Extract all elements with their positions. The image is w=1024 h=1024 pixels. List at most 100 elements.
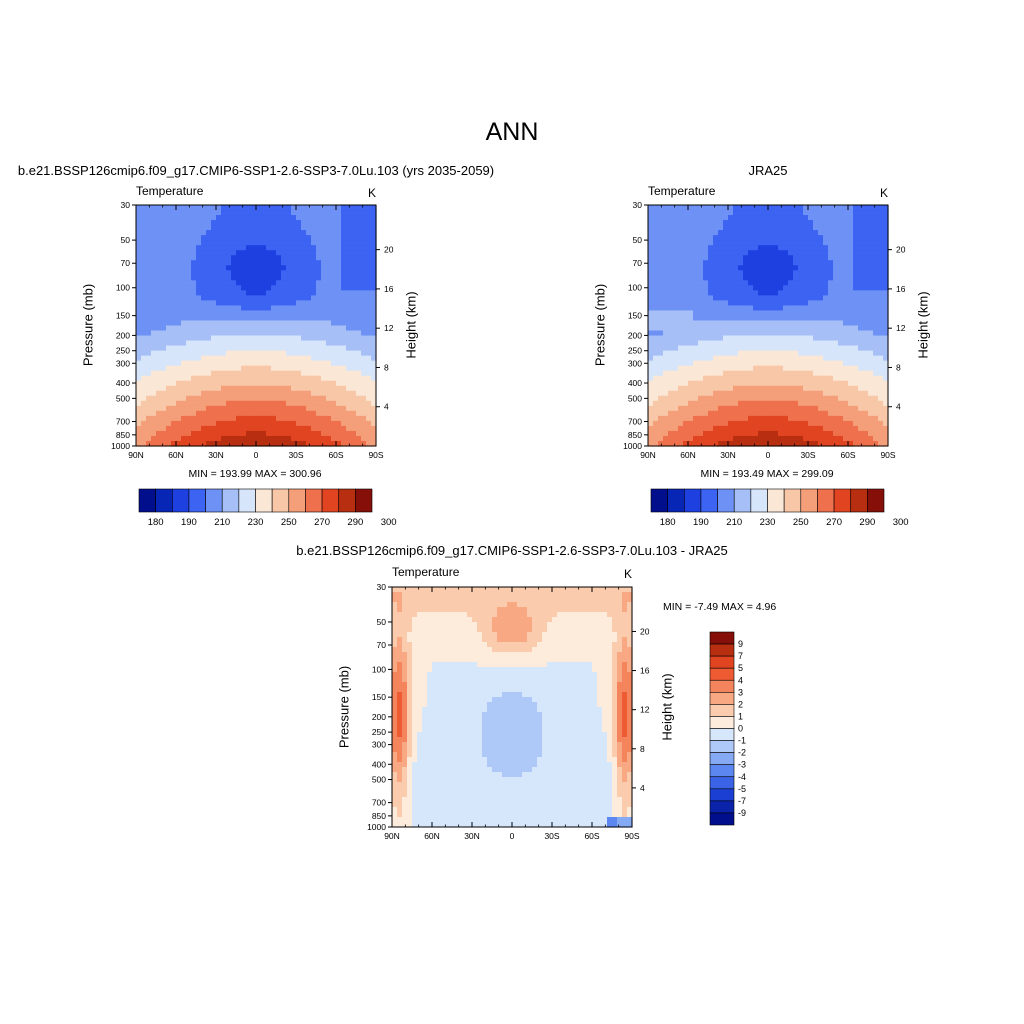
contour-cell <box>266 275 272 281</box>
contour-cell <box>833 365 839 372</box>
contour-cell <box>136 290 142 296</box>
contour-cell <box>683 320 689 327</box>
contour-cell <box>873 340 879 347</box>
contour-cell <box>176 290 182 296</box>
contour-cell <box>512 622 518 628</box>
contour-cell <box>356 430 362 437</box>
contour-cell <box>808 260 814 266</box>
contour-cell <box>848 295 854 301</box>
contour-cell <box>823 390 829 397</box>
contour-cell <box>808 210 814 216</box>
contour-cell <box>256 405 262 412</box>
contour-cell <box>336 340 342 347</box>
contour-cell <box>597 612 603 618</box>
contour-cell <box>813 285 819 291</box>
contour-cell <box>306 430 312 437</box>
contour-cell <box>853 375 859 382</box>
contour-cell <box>281 220 287 226</box>
contour-cell <box>321 240 327 246</box>
contour-cell <box>743 385 749 392</box>
contour-cell <box>311 255 317 261</box>
contour-cell <box>883 310 889 317</box>
contour-cell <box>768 230 774 236</box>
contour-cell <box>748 415 754 422</box>
contour-cell <box>758 310 764 317</box>
contour-cell <box>361 220 367 226</box>
contour-cell <box>873 275 879 281</box>
contour-cell <box>361 250 367 256</box>
contour-cell <box>256 355 262 362</box>
contour-cell <box>828 435 834 442</box>
contour-cell <box>668 360 674 367</box>
contour-cell <box>311 415 317 422</box>
contour-cell <box>246 365 252 372</box>
contour-cell <box>407 597 413 603</box>
contour-cell <box>341 350 347 357</box>
contour-cell <box>326 310 332 317</box>
contour-cell <box>843 420 849 427</box>
contour-cell <box>818 375 824 382</box>
contour-cell <box>151 285 157 291</box>
contour-cell <box>562 622 568 628</box>
contour-cell <box>708 415 714 422</box>
contour-cell <box>241 260 247 266</box>
contour-cell <box>753 435 759 442</box>
contour-cell <box>763 265 769 271</box>
contour-cell <box>683 390 689 397</box>
contour-cell <box>838 320 844 327</box>
contour-cell <box>698 435 704 442</box>
contour-cell <box>723 400 729 407</box>
contour-cell <box>663 340 669 347</box>
contour-cell <box>828 300 834 307</box>
contour-cell <box>151 405 157 412</box>
contour-cell <box>693 400 699 407</box>
contour-cell <box>326 410 332 417</box>
contour-cell <box>582 622 588 628</box>
contour-cell <box>763 315 769 322</box>
contour-cell <box>868 345 874 352</box>
contour-cell <box>567 612 573 618</box>
contour-cell <box>326 235 332 241</box>
contour-cell <box>883 235 889 241</box>
contour-cell <box>161 390 167 397</box>
contour-cell <box>141 390 147 397</box>
contour-cell <box>146 385 152 392</box>
contour-cell <box>176 315 182 322</box>
contour-cell <box>181 345 187 352</box>
contour-cell <box>723 220 729 226</box>
contour-cell <box>863 325 869 332</box>
contour-cell <box>798 350 804 357</box>
contour-cell <box>156 250 162 256</box>
contour-cell <box>648 275 654 281</box>
minmax-label-model: MIN = 193.99 MAX = 300.96 <box>188 468 322 480</box>
contour-cell <box>371 330 377 337</box>
contour-cell <box>251 350 257 357</box>
contour-cell <box>271 300 277 307</box>
contour-cell <box>231 225 237 231</box>
contour-cell <box>537 622 543 628</box>
contour-cell <box>261 420 267 427</box>
contour-cell <box>758 335 764 342</box>
contour-cell <box>296 430 302 437</box>
contour-cell <box>653 325 659 332</box>
contour-cell <box>658 335 664 342</box>
contour-cell <box>883 360 889 367</box>
contour-cell <box>281 290 287 296</box>
contour-cell <box>748 340 754 347</box>
contour-cell <box>838 425 844 432</box>
contour-cell <box>673 275 679 281</box>
contour-cell <box>191 415 197 422</box>
contour-cell <box>351 370 357 377</box>
contour-cell <box>863 260 869 266</box>
contour-cell <box>346 415 352 422</box>
contour-cell <box>442 607 448 613</box>
contour-cell <box>758 295 764 301</box>
contour-cell <box>658 400 664 407</box>
contour-cell <box>186 260 192 266</box>
contour-cell <box>301 360 307 367</box>
contour-cell <box>663 325 669 332</box>
contour-cell <box>507 597 513 603</box>
contour-cell <box>693 210 699 216</box>
contour-cell <box>417 587 423 593</box>
contour-cell <box>351 430 357 437</box>
